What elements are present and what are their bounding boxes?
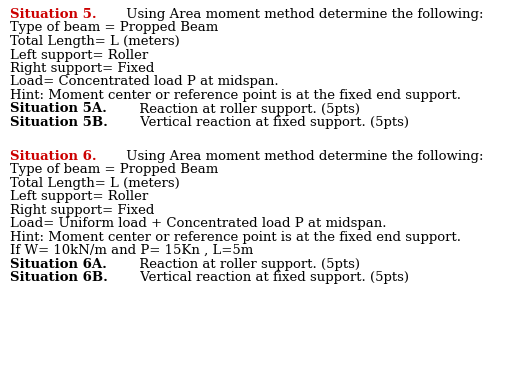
Text: Type of beam = Propped Beam: Type of beam = Propped Beam [10, 163, 218, 176]
Text: Hint: Moment center or reference point is at the fixed end support.: Hint: Moment center or reference point i… [10, 231, 461, 244]
Text: Right support= Fixed: Right support= Fixed [10, 62, 155, 75]
Text: Left support= Roller: Left support= Roller [10, 48, 148, 61]
Text: Hint: Moment center or reference point is at the fixed end support.: Hint: Moment center or reference point i… [10, 89, 461, 102]
Text: Situation 6B.: Situation 6B. [10, 271, 108, 284]
Text: Total Length= L (meters): Total Length= L (meters) [10, 35, 180, 48]
Text: Reaction at roller support. (5pts): Reaction at roller support. (5pts) [135, 103, 360, 116]
Text: Vertical reaction at fixed support. (5pts): Vertical reaction at fixed support. (5pt… [136, 271, 409, 284]
Text: Left support= Roller: Left support= Roller [10, 190, 148, 203]
Text: Load= Concentrated load P at midspan.: Load= Concentrated load P at midspan. [10, 76, 279, 88]
Text: Total Length= L (meters): Total Length= L (meters) [10, 177, 180, 190]
Text: Situation 5A.: Situation 5A. [10, 103, 107, 116]
Text: Situation 6A.: Situation 6A. [10, 258, 107, 271]
Text: Situation 5.: Situation 5. [10, 8, 97, 21]
Text: Vertical reaction at fixed support. (5pts): Vertical reaction at fixed support. (5pt… [136, 116, 409, 129]
Text: Reaction at roller support. (5pts): Reaction at roller support. (5pts) [135, 258, 360, 271]
Text: Load= Uniform load + Concentrated load P at midspan.: Load= Uniform load + Concentrated load P… [10, 217, 387, 230]
Text: Using Area moment method determine the following:: Using Area moment method determine the f… [122, 8, 483, 21]
Text: If W= 10kN/m and P= 15Kn , L=5m: If W= 10kN/m and P= 15Kn , L=5m [10, 244, 253, 257]
Text: Using Area moment method determine the following:: Using Area moment method determine the f… [122, 150, 483, 163]
Text: Type of beam = Propped Beam: Type of beam = Propped Beam [10, 22, 218, 35]
Text: Situation 5B.: Situation 5B. [10, 116, 108, 129]
Text: Right support= Fixed: Right support= Fixed [10, 204, 155, 217]
Text: Situation 6.: Situation 6. [10, 150, 97, 163]
